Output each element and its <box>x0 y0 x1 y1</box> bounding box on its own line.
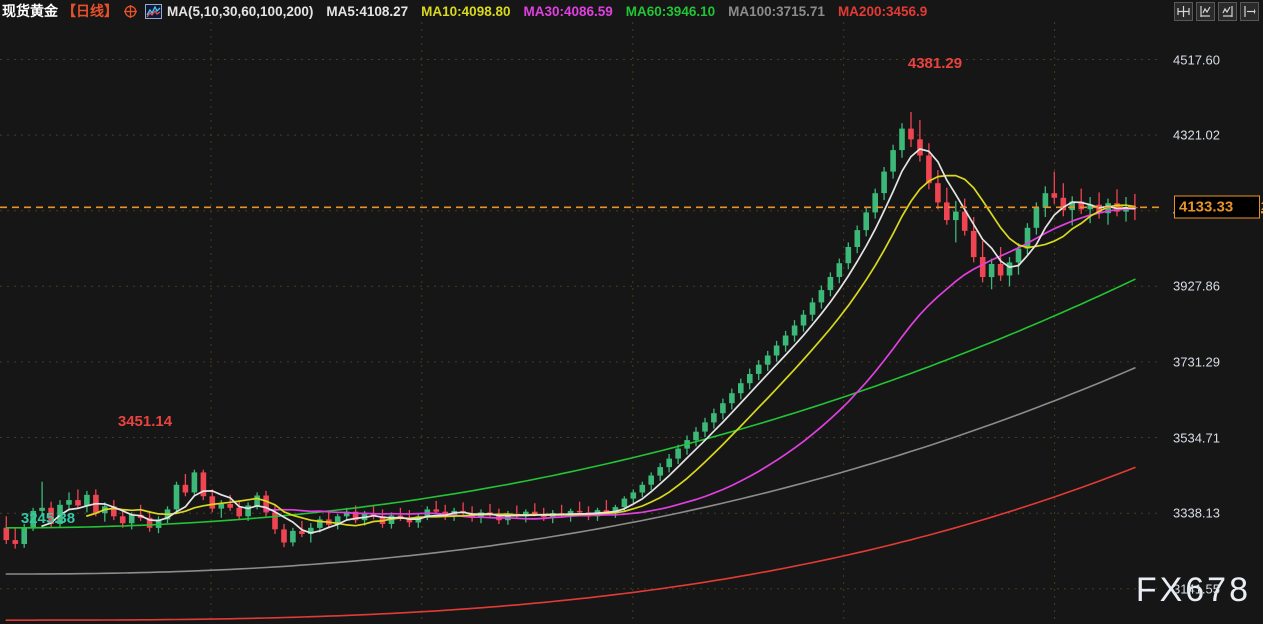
price-axis-tick: 3927.86 <box>1173 278 1220 294</box>
shift-right-tool-button[interactable] <box>1240 2 1259 21</box>
price-axis[interactable]: 4517.604321.024124.443927.863731.293534.… <box>1160 22 1263 624</box>
align-right-tool-button[interactable] <box>1218 2 1237 21</box>
candlestick-svg: 4381.29 3451.14 3245.38 <box>0 22 1160 624</box>
current-price-badge[interactable]: 4133.33 <box>1174 195 1260 219</box>
wave-chart-icon[interactable] <box>145 3 162 19</box>
site-watermark: FX678 <box>1135 571 1251 609</box>
price-axis-tick: 3338.13 <box>1173 505 1220 521</box>
price-axis-tick: 3534.71 <box>1173 430 1220 445</box>
ma200-readout: MA200:3456.9 <box>837 3 928 19</box>
price-axis-tick: 4321.02 <box>1173 127 1220 143</box>
chart-header: 现货黄金 【日线】 MA(5,10,30,60,100,200) MA5:410… <box>0 0 1263 22</box>
ma10-readout: MA10:4098.80 <box>421 3 511 19</box>
price-axis-tick: 4517.60 <box>1173 52 1220 67</box>
ma60-readout: MA60:3946.10 <box>625 3 716 19</box>
symbol-name: 现货黄金 <box>2 4 58 20</box>
ma30-readout: MA30:4086.59 <box>523 3 613 19</box>
ma5-readout: MA5:4108.27 <box>326 3 409 19</box>
price-annotation-2: 3245.38 <box>21 510 75 527</box>
price-annotation-0: 4381.29 <box>908 55 962 72</box>
price-annotation-1: 3451.14 <box>118 413 173 430</box>
chart-toolbar <box>1174 2 1259 21</box>
ma100-readout: MA100:3715.71 <box>728 3 825 19</box>
crosshair-tool-button[interactable] <box>1174 2 1193 21</box>
period-label: 【日线】 <box>62 4 118 20</box>
price-axis-tick: 3141.55 <box>1173 581 1220 597</box>
price-axis-tick: 3731.29 <box>1173 354 1220 370</box>
crosshair-icon[interactable] <box>123 4 138 19</box>
price-chart-plot[interactable]: 4381.29 3451.14 3245.38 <box>0 22 1160 624</box>
ma-definition-label: MA(5,10,30,60,100,200) <box>167 3 314 19</box>
align-left-tool-button[interactable] <box>1196 2 1215 21</box>
